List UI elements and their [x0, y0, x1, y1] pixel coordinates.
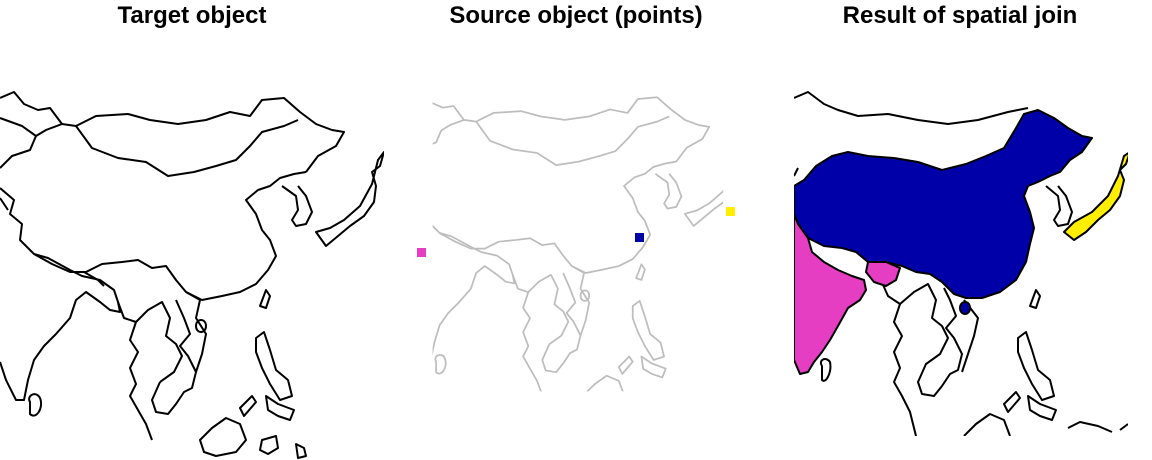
panel-target: Target object — [0, 0, 384, 460]
china — [0, 123, 307, 301]
panel-source: Source object (points) — [384, 0, 768, 460]
result-korea — [1045, 185, 1073, 227]
indochina — [151, 299, 197, 415]
result-japan — [1063, 152, 1128, 241]
point-japan — [726, 207, 735, 216]
result-myanmar — [879, 277, 917, 436]
panel-result: Result of spatial join — [768, 0, 1152, 460]
panel-title-result: Result of spatial join — [842, 2, 1078, 29]
myanmar-east — [135, 301, 183, 383]
point-china — [635, 233, 644, 242]
vietnam — [185, 291, 207, 373]
target-map — [0, 91, 384, 459]
panel-title-target: Target object — [117, 2, 267, 29]
result-nepal — [865, 261, 901, 287]
central-asia — [0, 117, 37, 211]
japan — [315, 151, 384, 247]
palawan — [239, 395, 257, 417]
philippines-south — [265, 395, 295, 421]
result-hainan — [959, 301, 971, 315]
point-india — [417, 248, 426, 257]
borneo — [199, 417, 247, 457]
taiwan — [259, 289, 271, 309]
sri-lanka — [28, 393, 42, 417]
result-map — [794, 91, 1128, 436]
philippines — [255, 331, 293, 401]
mongolia — [75, 119, 299, 177]
nepal — [83, 271, 105, 287]
korea — [281, 185, 313, 227]
islands — [295, 443, 307, 459]
sulawesi — [259, 435, 279, 455]
result-india — [794, 213, 867, 375]
myanmar — [117, 301, 153, 441]
hainan — [195, 319, 207, 333]
source-map — [417, 96, 735, 392]
russia-border — [0, 91, 345, 173]
india — [0, 253, 121, 401]
panel-title-source: Source object (points) — [449, 2, 703, 29]
